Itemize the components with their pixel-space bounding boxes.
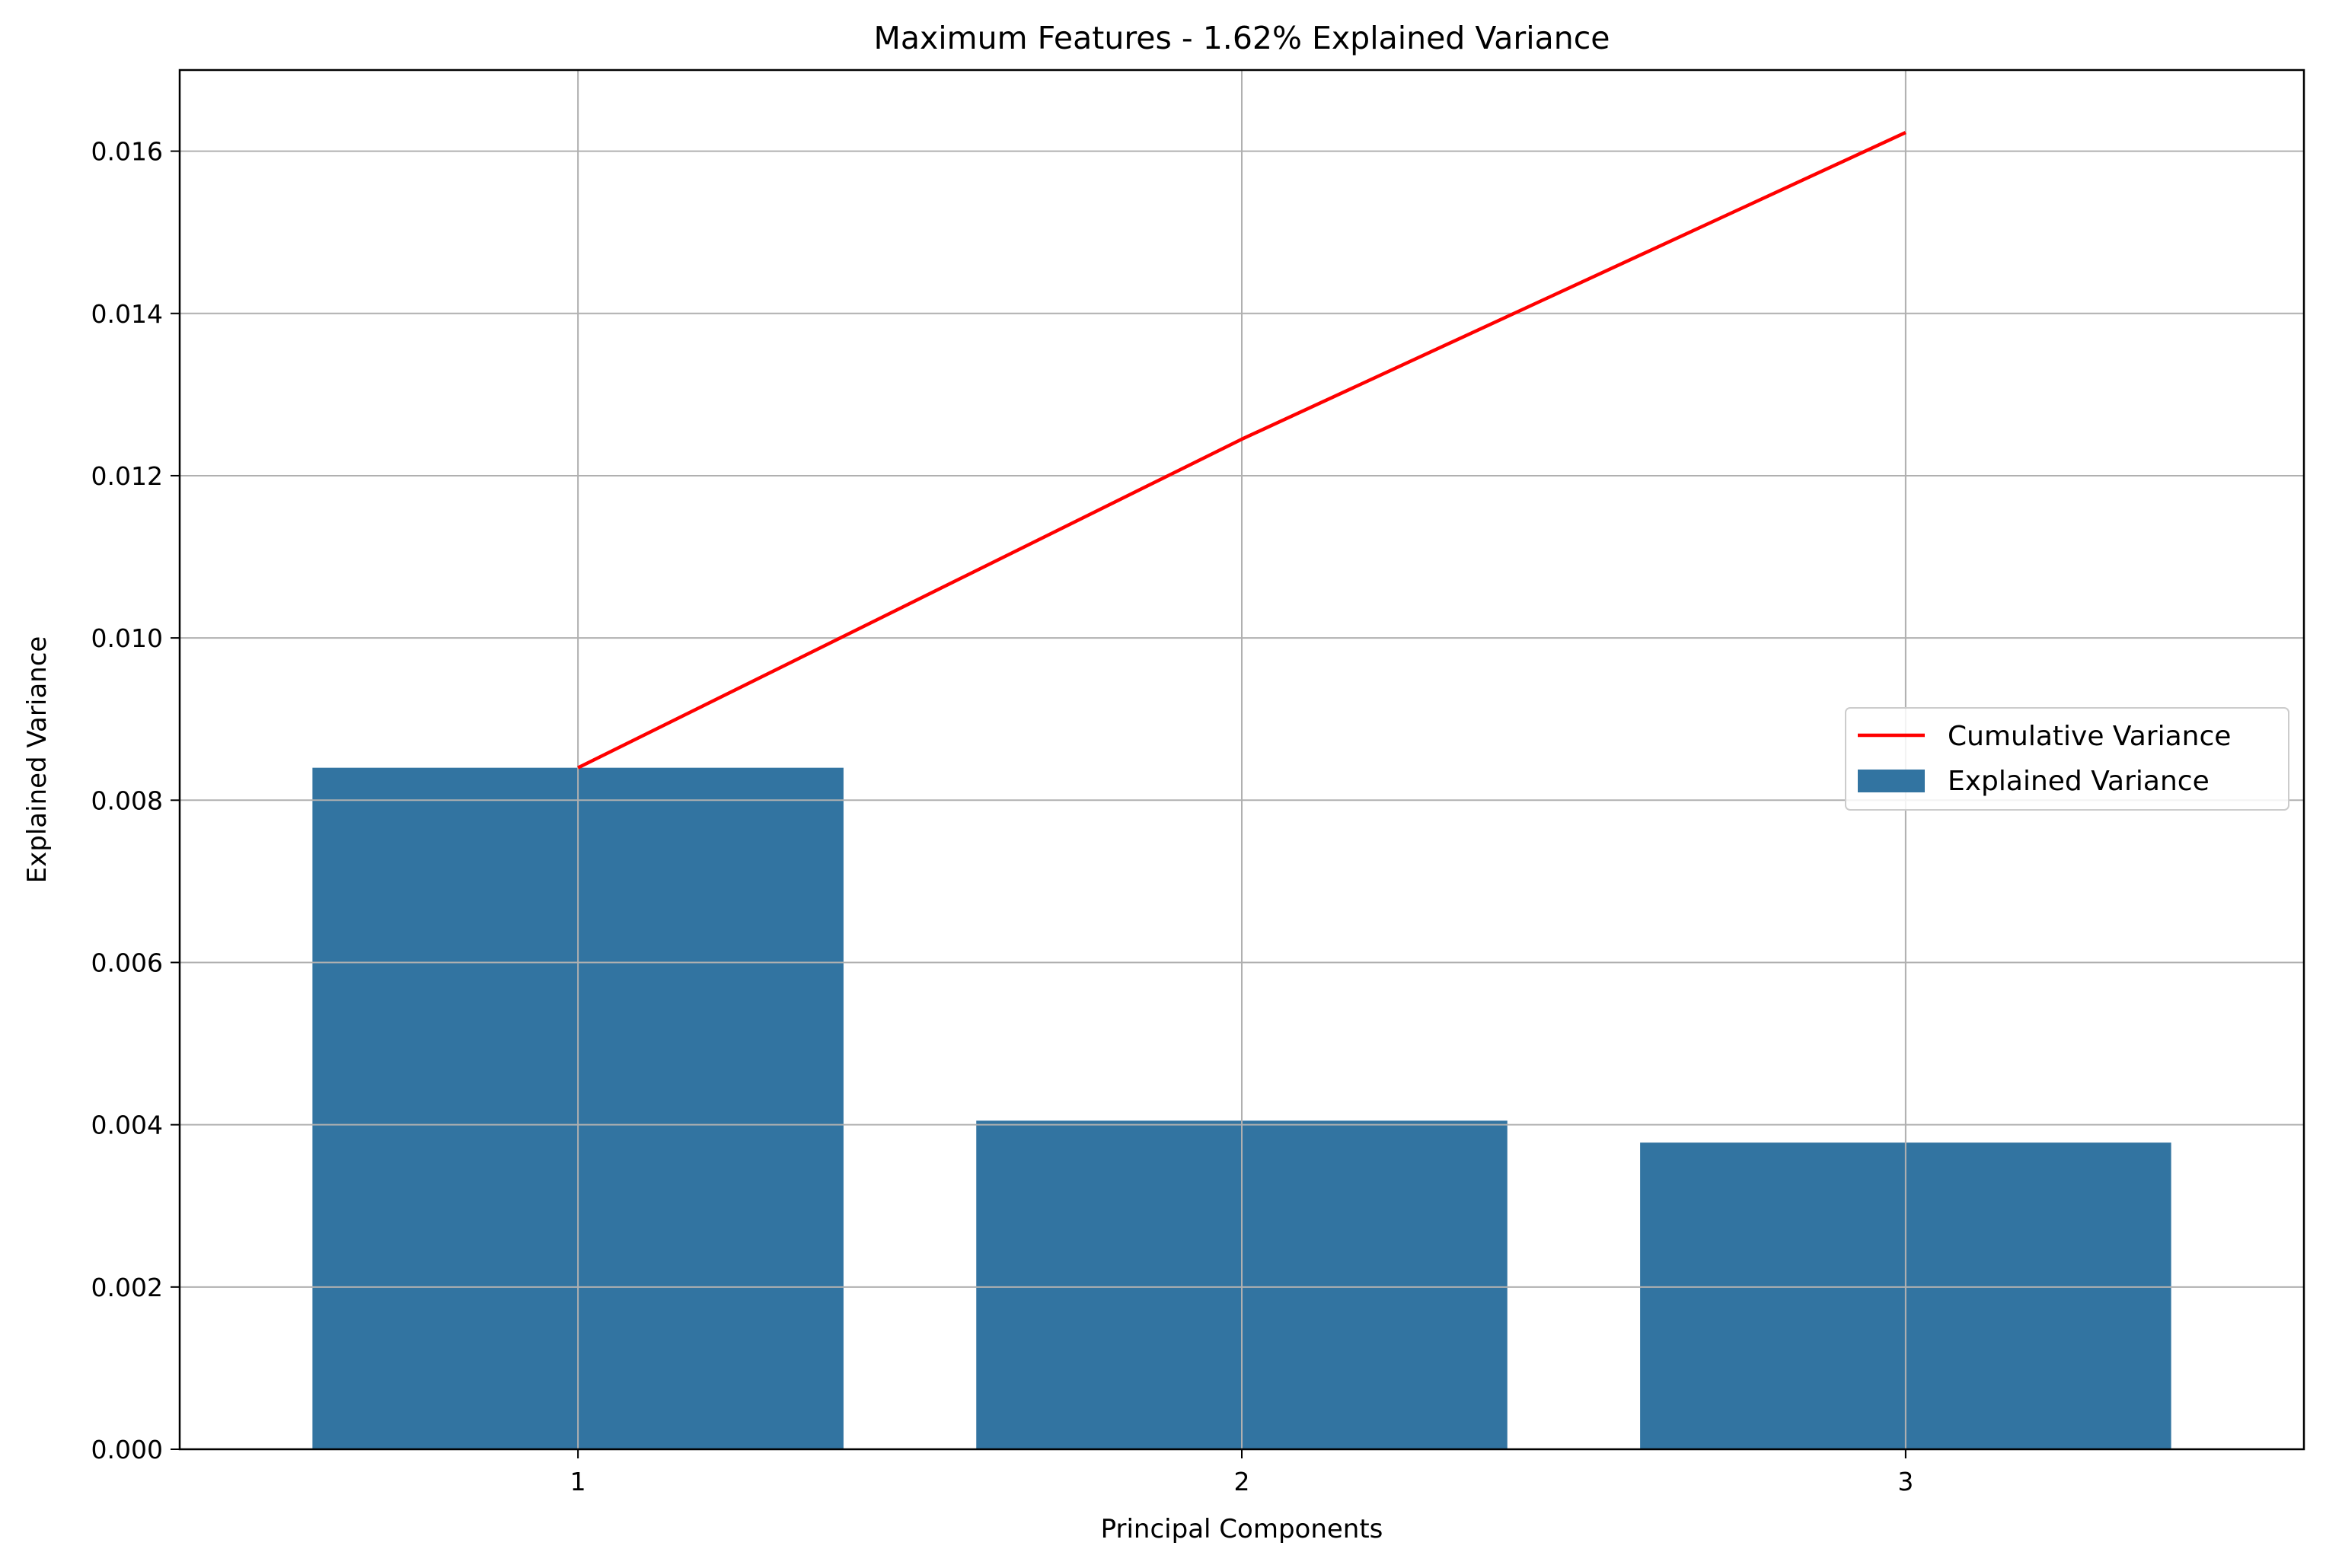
chart-title: Maximum Features - 1.62% Explained Varia… bbox=[874, 20, 1610, 56]
y-tick-label: 0.006 bbox=[91, 948, 163, 977]
x-tick-label: 1 bbox=[570, 1467, 586, 1496]
y-tick-label: 0.010 bbox=[91, 623, 163, 653]
x-tick-label: 3 bbox=[1897, 1467, 1913, 1496]
cumulative-variance-line bbox=[577, 131, 1906, 770]
legend: Cumulative Variance Explained Variance bbox=[1845, 707, 2289, 811]
y-tick-label: 0.000 bbox=[91, 1435, 163, 1464]
x-tick-label: 2 bbox=[1234, 1467, 1250, 1496]
legend-bar-swatch bbox=[1858, 770, 1925, 792]
y-tick-label: 0.016 bbox=[91, 137, 163, 167]
y-tick-label: 0.014 bbox=[91, 299, 163, 329]
x-axis-label: Principal Components bbox=[1101, 1514, 1383, 1544]
legend-label-explained: Explained Variance bbox=[1948, 766, 2210, 797]
y-tick-label: 0.004 bbox=[91, 1111, 163, 1140]
ticks-layer: 0.000 0.002 0.004 0.006 0.008 0.010 0.012 0.014… bbox=[91, 137, 1914, 1496]
y-tick-label: 0.012 bbox=[91, 461, 163, 491]
y-tick-label: 0.008 bbox=[91, 786, 163, 815]
legend-box bbox=[1845, 707, 2289, 811]
line-layer bbox=[577, 131, 1906, 770]
legend-label-cumulative: Cumulative Variance bbox=[1948, 721, 2231, 752]
y-axis-label: Explained Variance bbox=[22, 636, 53, 884]
y-tick-label: 0.002 bbox=[91, 1273, 163, 1302]
